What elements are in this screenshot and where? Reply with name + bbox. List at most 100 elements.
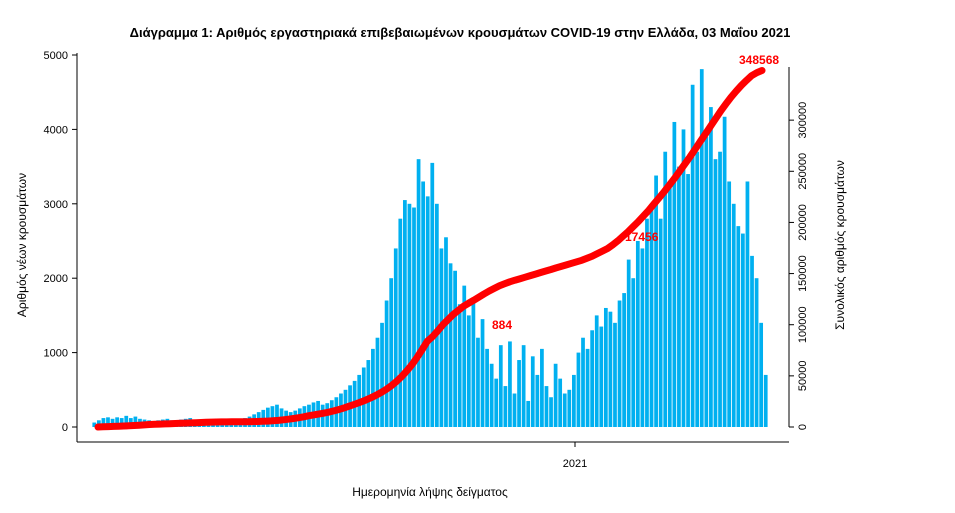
daily-cases-bar (366, 360, 371, 427)
daily-cases-bar (133, 416, 138, 427)
daily-cases-bar (380, 322, 384, 427)
daily-cases-bar (553, 363, 558, 427)
daily-cases-bar (727, 181, 732, 427)
daily-cases-bar (599, 326, 604, 427)
left-y-ticks: 0 1000 2000 3000 4000 5000 (44, 50, 77, 434)
daily-cases-bar (718, 151, 722, 427)
daily-cases-bar (439, 248, 444, 427)
daily-cases-bar (503, 386, 508, 427)
daily-cases-bar (530, 356, 535, 427)
daily-cases-bar (631, 278, 636, 427)
daily-cases-bar (485, 348, 489, 427)
daily-cases-bar (626, 259, 631, 427)
left-y-tick-label: 4000 (44, 124, 68, 136)
daily-cases-bar (640, 248, 645, 427)
x-tick-label: 2021 (563, 458, 587, 470)
x-axis-label: Ημερομηνία λήψης δείγματος (352, 485, 508, 499)
daily-cases-bar (677, 166, 681, 427)
daily-cases-bar (106, 417, 110, 427)
cumulative-cases-line (94, 67, 766, 431)
daily-cases-bar (521, 345, 526, 427)
daily-cases-bar (371, 348, 375, 427)
daily-cases-bar (453, 270, 457, 427)
daily-cases-bar (704, 136, 709, 427)
left-y-tick-label: 0 (62, 422, 68, 434)
daily-cases-bar (508, 341, 512, 427)
daily-cases-bar (713, 159, 718, 427)
daily-cases-bar (617, 300, 622, 427)
daily-cases-bar (444, 237, 448, 427)
daily-cases-bar (686, 174, 690, 427)
daily-cases-bar (124, 415, 129, 427)
right-y-tick-label: 250000 (797, 153, 809, 190)
daily-cases-bar (220, 424, 225, 427)
right-y-tick-label: 200000 (797, 204, 809, 241)
daily-cases-bar (119, 418, 124, 427)
daily-cases-bar (407, 203, 412, 427)
daily-cases-bar (759, 322, 764, 427)
left-y-tick-label: 5000 (44, 50, 68, 62)
daily-cases-bar (494, 378, 499, 427)
right-y-tick-label: 150000 (797, 255, 809, 292)
daily-cases-bar (622, 293, 626, 427)
daily-cases-bar (544, 386, 549, 427)
daily-cases-bar (562, 393, 567, 427)
daily-cases-bar (654, 175, 658, 427)
daily-cases-bar (512, 393, 517, 427)
daily-cases-bar (731, 203, 736, 427)
daily-cases-bar (489, 363, 494, 427)
daily-cases-bar (690, 84, 695, 427)
daily-cases-bar (549, 397, 553, 427)
daily-cases-bar (412, 207, 416, 427)
x-axis: 2021 (77, 441, 789, 470)
left-y-axis-label: Αριθμός νέων κρουσμάτων (15, 173, 29, 317)
daily-cases-bar (540, 348, 544, 427)
chart-title: Διάγραμμα 1: Αριθμός εργαστηριακά επιβεβ… (130, 25, 791, 40)
right-y-tick-label: 100000 (797, 306, 809, 343)
daily-cases-bar (526, 400, 531, 427)
daily-cases-bar (265, 407, 270, 427)
right-y-axis-label: Συνολικός αριθμός κρουσμάτων (833, 160, 847, 330)
left-y-tick-label: 2000 (44, 273, 68, 285)
daily-cases-bar (270, 406, 275, 427)
right-y-tick-label: 50000 (797, 361, 809, 392)
daily-cases-bar (567, 389, 572, 427)
right-y-tick-label: 300000 (797, 102, 809, 139)
daily-cases-bar (398, 218, 403, 427)
daily-cases-bar (92, 422, 97, 427)
daily-cases-bar (722, 116, 727, 427)
annotation-early-total: 884 (492, 318, 512, 332)
daily-cases-bar (389, 278, 394, 427)
daily-cases-bar (457, 304, 462, 427)
daily-cases-bar (649, 203, 654, 427)
daily-cases-bar (535, 374, 540, 427)
daily-cases-bar (667, 181, 672, 427)
daily-cases-bar (558, 378, 563, 427)
daily-cases-bar (115, 417, 119, 427)
daily-cases-bar (754, 278, 759, 427)
daily-cases-bar (206, 424, 211, 427)
daily-cases-bar (393, 248, 398, 427)
daily-cases-bar (416, 159, 421, 427)
daily-cases-bar (763, 374, 768, 427)
daily-cases-bar (476, 337, 480, 427)
daily-cases-bar (517, 360, 521, 427)
daily-cases-bar (275, 404, 279, 427)
daily-cases-bar (750, 255, 754, 427)
daily-cases-bar (709, 107, 713, 427)
daily-cases-bar (471, 300, 476, 427)
left-y-tick-label: 1000 (44, 348, 68, 360)
daily-cases-bar (681, 129, 686, 427)
daily-cases-bar (658, 218, 663, 427)
daily-cases-bar (576, 352, 581, 427)
daily-cases-bar (745, 181, 750, 427)
daily-cases-bar (608, 311, 613, 427)
daily-cases-bar (590, 330, 595, 427)
daily-cases-bar (403, 200, 407, 427)
daily-cases-bar (384, 300, 389, 427)
daily-cases-bar (585, 348, 590, 427)
daily-cases-bar (448, 263, 453, 427)
daily-cases-bar (663, 151, 668, 427)
daily-cases-bar (645, 218, 649, 427)
daily-cases-bar (110, 418, 115, 427)
